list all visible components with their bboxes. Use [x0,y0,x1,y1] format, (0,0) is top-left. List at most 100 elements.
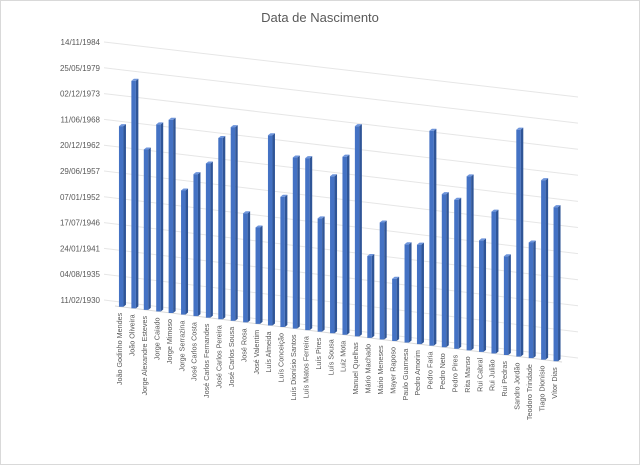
bar-side [458,197,462,349]
x-tick-label: Luís Sousa [326,339,335,375]
y-tick-label: 25/05/1979 [60,64,101,73]
bar-side [533,240,536,359]
bar-side [483,238,487,352]
bar [168,117,176,313]
gridline [103,67,579,124]
bar-front [379,222,385,340]
baseline [114,305,563,363]
bar-side [247,211,251,323]
x-tick-label: Tiago Dionísio [537,366,546,412]
bar-side [346,154,350,335]
bar-front [528,242,534,359]
bar-top [354,124,362,127]
bar-front [466,176,472,351]
bar-front [553,207,559,362]
bar-top [379,220,387,223]
y-tick-label: 24/01/1941 [60,244,101,253]
bar [230,125,238,321]
x-tick-label: Luís Dionísio Santos [289,334,298,400]
bar [429,128,437,346]
y-tick-label: 11/02/1930 [61,296,101,305]
bar-side [508,254,511,355]
x-tick-label: Luís Pires [314,337,323,369]
x-tick-label: Mário Meneses [376,345,385,395]
bar-top [404,242,412,245]
bar-top [553,205,561,208]
x-axis: João Godinho Mendes João Oliveira Jorge Al… [115,312,559,420]
y-tick-label: 20/12/1962 [60,141,101,150]
bar-side [520,127,524,357]
bar-side [384,220,387,340]
bar-side [210,161,213,318]
bar-top [118,124,126,127]
bar [454,197,462,349]
bar-side [545,178,549,360]
y-tick-label: 04/08/1935 [60,270,101,279]
bar [205,161,213,318]
bar [553,205,561,362]
x-tick-label: Vítor Dias [550,367,559,399]
bar-front [305,158,310,331]
bar [392,276,400,341]
bar [305,156,313,331]
bar-front [255,227,261,324]
bar [367,254,375,338]
bar [379,220,387,340]
bar-front [354,126,360,337]
x-tick-label: Pedro Neto [438,353,447,389]
bar-top [181,188,189,191]
bar-side [272,133,275,326]
x-tick-label: Mayer Raposo [388,347,397,394]
bar [404,242,412,343]
bar-front [118,126,124,307]
bar-top [205,161,213,164]
bar [292,155,300,329]
bar-front [218,137,223,320]
bar [243,211,251,323]
gridline [103,41,579,98]
bar-top [516,127,524,130]
y-tick-label: 17/07/1946 [60,219,101,228]
bar-top [342,154,350,157]
bar-front [267,135,273,326]
bar-side [495,209,499,354]
bar-side [359,124,362,337]
bar-side [297,155,300,329]
bar-top [429,128,437,131]
bar-front [181,190,186,315]
bar-top [156,122,164,125]
bar-front [541,180,546,360]
bar-side [471,174,474,351]
x-tick-label: João Oliveira [128,314,137,356]
x-tick-label: Rui Cabral [475,357,484,391]
bar-top [230,125,238,128]
bar-front [168,119,174,313]
bar-front [454,199,459,349]
bar-side [160,122,164,312]
bar [516,127,524,357]
bar-top [317,216,325,219]
bar-side [409,242,412,343]
bar-top [143,147,151,150]
bar-top [280,194,288,197]
bar-top [267,133,275,136]
bar [441,192,449,348]
bar-front [292,157,298,329]
bar [118,124,126,307]
x-tick-label: Luiz Mota [339,341,348,372]
bar-top [218,135,226,138]
x-tick-label: Luís Almeida [264,331,273,372]
bar-top [305,156,313,159]
bar-front [441,194,447,348]
x-tick-label: José Carlos Pereira [215,325,224,388]
bar-side [371,254,375,338]
bar-side [185,188,189,315]
bar-front [503,256,509,355]
bar-side [260,225,263,324]
bar-top [528,240,536,243]
x-tick-label: Pedro Pires [450,354,459,392]
bar [317,216,325,332]
bar-front [404,244,410,343]
gridline [103,93,579,150]
bar-side [309,156,313,331]
